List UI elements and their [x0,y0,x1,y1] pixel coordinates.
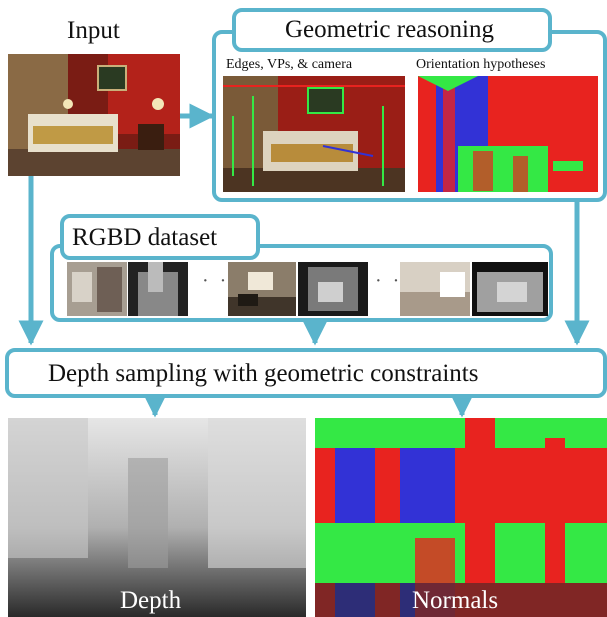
rgbd-dataset-title: RGBD dataset [72,224,218,251]
ellipsis-1: · · [202,270,230,292]
depth-sampling-title: Depth sampling with geometric constraint… [48,360,479,387]
rgbd-sample-2-rgb [228,262,296,316]
normals-caption: Normals [412,587,499,614]
input-label: Input [67,17,120,44]
edges-vps-camera-label: Edges, VPs, & camera [226,57,353,72]
rgbd-sample-2-depth [298,262,368,316]
depth-caption: Depth [120,587,182,614]
depth-map-image [8,418,306,617]
rgbd-sample-1-rgb [67,262,127,316]
edges-vps-camera-image [223,76,405,192]
rgbd-sample-3-depth [472,262,548,316]
orientation-hypotheses-image [418,76,598,192]
depth-sampling-panel [5,348,607,398]
ellipsis-2: · · [375,270,403,292]
geometric-reasoning-title: Geometric reasoning [285,16,494,43]
geometric-reasoning-title-box [232,8,552,52]
rgbd-dataset-title-box [60,214,260,260]
orientation-hypotheses-label: Orientation hypotheses [416,57,546,72]
rgbd-sample-1-depth [128,262,188,316]
input-bedroom-image [8,54,180,176]
normals-map-image [315,418,607,617]
rgbd-sample-3-rgb [400,262,470,316]
